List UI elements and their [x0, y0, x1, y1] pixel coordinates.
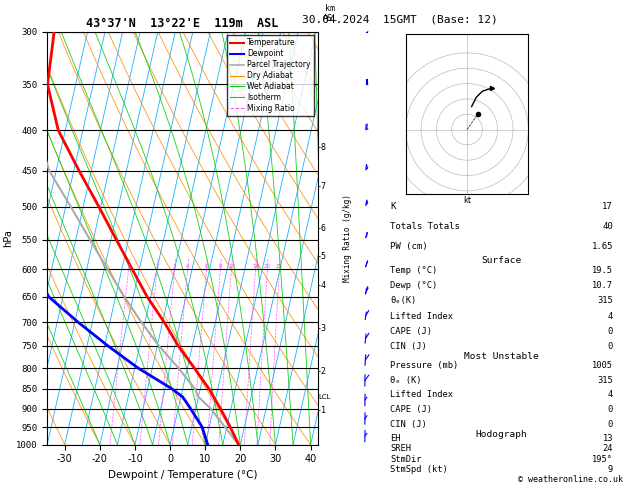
Text: PW (cm): PW (cm)	[390, 243, 428, 251]
Text: CIN (J): CIN (J)	[390, 420, 427, 429]
Text: 3: 3	[173, 264, 176, 269]
Text: 9: 9	[608, 465, 613, 474]
Text: 1.65: 1.65	[591, 243, 613, 251]
Text: 0: 0	[608, 405, 613, 414]
X-axis label: Dewpoint / Temperature (°C): Dewpoint / Temperature (°C)	[108, 470, 257, 480]
Text: 8: 8	[219, 264, 222, 269]
Text: Mixing Ratio (g/kg): Mixing Ratio (g/kg)	[343, 194, 352, 282]
Text: 315: 315	[598, 296, 613, 305]
Legend: Temperature, Dewpoint, Parcel Trajectory, Dry Adiabat, Wet Adiabat, Isotherm, Mi: Temperature, Dewpoint, Parcel Trajectory…	[228, 35, 314, 116]
X-axis label: kt: kt	[463, 196, 471, 205]
Text: θₑ (K): θₑ (K)	[390, 376, 421, 384]
Text: 40: 40	[603, 222, 613, 231]
Text: 19.5: 19.5	[592, 266, 613, 275]
Text: -7: -7	[316, 182, 326, 191]
Text: 195°: 195°	[592, 455, 613, 464]
Text: km
ASL: km ASL	[323, 4, 338, 23]
Text: 0: 0	[608, 420, 613, 429]
Text: Pressure (mb): Pressure (mb)	[390, 361, 459, 370]
Text: -3: -3	[316, 324, 326, 332]
Text: © weatheronline.co.uk: © weatheronline.co.uk	[518, 474, 623, 484]
Text: 30.04.2024  15GMT  (Base: 12): 30.04.2024 15GMT (Base: 12)	[301, 15, 498, 25]
Title: 43°37'N  13°22'E  119m  ASL: 43°37'N 13°22'E 119m ASL	[86, 17, 279, 31]
Text: 4: 4	[608, 390, 613, 399]
Text: StmSpd (kt): StmSpd (kt)	[390, 465, 448, 474]
Text: -6: -6	[316, 225, 326, 233]
Text: θₑ(K): θₑ(K)	[390, 296, 416, 305]
Text: Lifted Index: Lifted Index	[390, 312, 454, 321]
Text: 10.7: 10.7	[592, 281, 613, 290]
Text: Temp (°C): Temp (°C)	[390, 266, 438, 275]
Text: EH: EH	[390, 434, 401, 443]
Text: SREH: SREH	[390, 444, 411, 453]
Text: Dewp (°C): Dewp (°C)	[390, 281, 438, 290]
Text: 6: 6	[205, 264, 208, 269]
Text: -5: -5	[316, 252, 326, 260]
Text: -1: -1	[316, 406, 326, 415]
Text: 24: 24	[603, 444, 613, 453]
Text: LCL: LCL	[318, 394, 331, 400]
Text: 1005: 1005	[592, 361, 613, 370]
Text: Totals Totals: Totals Totals	[390, 222, 460, 231]
Text: 0: 0	[608, 342, 613, 351]
Text: CAPE (J): CAPE (J)	[390, 405, 432, 414]
Text: 16: 16	[252, 264, 259, 269]
Text: CIN (J): CIN (J)	[390, 342, 427, 351]
Text: -4: -4	[316, 280, 326, 290]
Text: -2: -2	[316, 367, 326, 376]
Text: 13: 13	[603, 434, 613, 443]
Text: 315: 315	[598, 376, 613, 384]
Text: 0: 0	[608, 327, 613, 336]
Text: StmDir: StmDir	[390, 455, 421, 464]
Text: CAPE (J): CAPE (J)	[390, 327, 432, 336]
Text: 20: 20	[264, 264, 271, 269]
Text: Most Unstable: Most Unstable	[464, 352, 539, 361]
Text: Lifted Index: Lifted Index	[390, 390, 454, 399]
Text: 4: 4	[608, 312, 613, 321]
Y-axis label: hPa: hPa	[3, 229, 13, 247]
Text: Hodograph: Hodograph	[476, 430, 528, 439]
Text: 10: 10	[228, 264, 235, 269]
Text: 25: 25	[276, 264, 283, 269]
Text: 4: 4	[186, 264, 189, 269]
Text: Surface: Surface	[482, 256, 521, 265]
Text: K: K	[390, 202, 396, 211]
Text: -8: -8	[316, 142, 326, 152]
Text: 17: 17	[603, 202, 613, 211]
Text: 2: 2	[155, 264, 159, 269]
Text: 1: 1	[127, 264, 130, 269]
